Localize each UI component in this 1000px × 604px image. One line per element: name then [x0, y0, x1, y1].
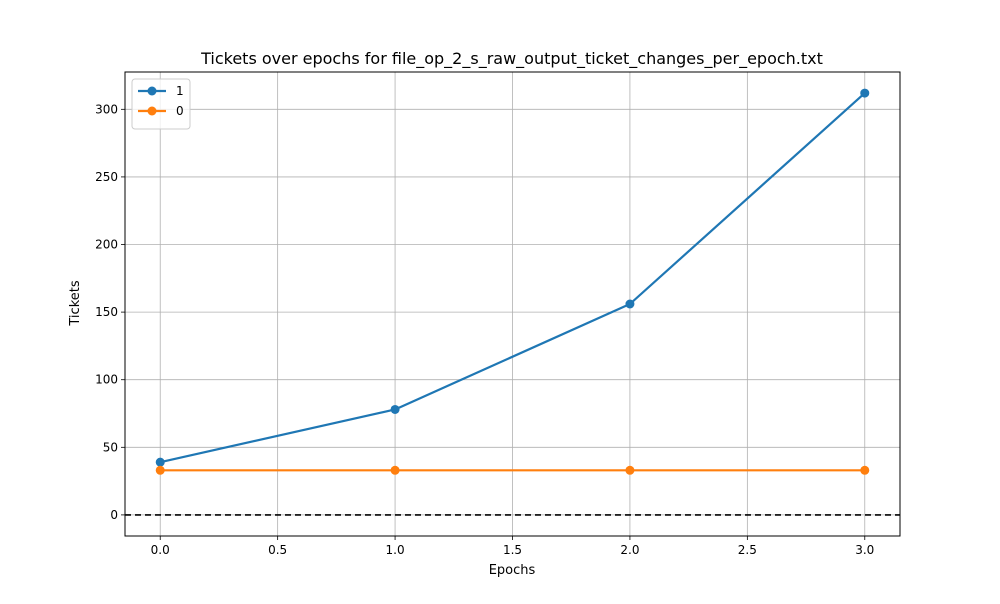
- y-tick-label: 50: [103, 440, 118, 454]
- data-point: [860, 88, 870, 98]
- x-tick-label: 0.0: [151, 543, 170, 557]
- series-group: [155, 88, 870, 475]
- x-tick-label: 3.0: [855, 543, 874, 557]
- legend-marker: [147, 86, 157, 96]
- x-tick-label: 1.5: [503, 543, 522, 557]
- data-point: [625, 299, 635, 309]
- series-line: [159, 92, 866, 464]
- y-axis-label: Tickets: [68, 280, 83, 326]
- y-tick-label: 250: [95, 170, 118, 184]
- grid-lines: [125, 72, 900, 536]
- x-tick-label: 1.0: [386, 543, 405, 557]
- plot-area-frame: [124, 71, 901, 537]
- series-0: [155, 465, 870, 475]
- legend-label: 1: [176, 84, 184, 98]
- data-point: [390, 465, 400, 475]
- x-tick-label: 0.5: [268, 543, 287, 557]
- data-point: [860, 465, 870, 475]
- y-tick-label: 0: [110, 508, 118, 522]
- y-tick-label: 100: [95, 373, 118, 387]
- chart-title: Tickets over epochs for file_op_2_s_raw_…: [200, 49, 823, 69]
- data-point: [390, 404, 400, 414]
- data-point: [155, 465, 165, 475]
- series-1: [155, 88, 870, 467]
- y-tick-label: 200: [95, 238, 118, 252]
- x-axis-label: Epochs: [489, 563, 536, 578]
- data-point: [155, 457, 165, 467]
- legend: 10: [131, 78, 191, 130]
- legend-label: 0: [176, 104, 184, 118]
- legend-marker: [147, 106, 157, 116]
- axis-ticks: 0.0 0.5 1.0 1.5 2.0 2.5 3.0 0 50 100 150 200 250 300: [95, 102, 874, 557]
- x-tick-label: 2.0: [620, 543, 639, 557]
- y-tick-label: 300: [95, 102, 118, 116]
- x-tick-label: 2.5: [738, 543, 757, 557]
- y-tick-label: 150: [95, 305, 118, 319]
- data-point: [625, 465, 635, 475]
